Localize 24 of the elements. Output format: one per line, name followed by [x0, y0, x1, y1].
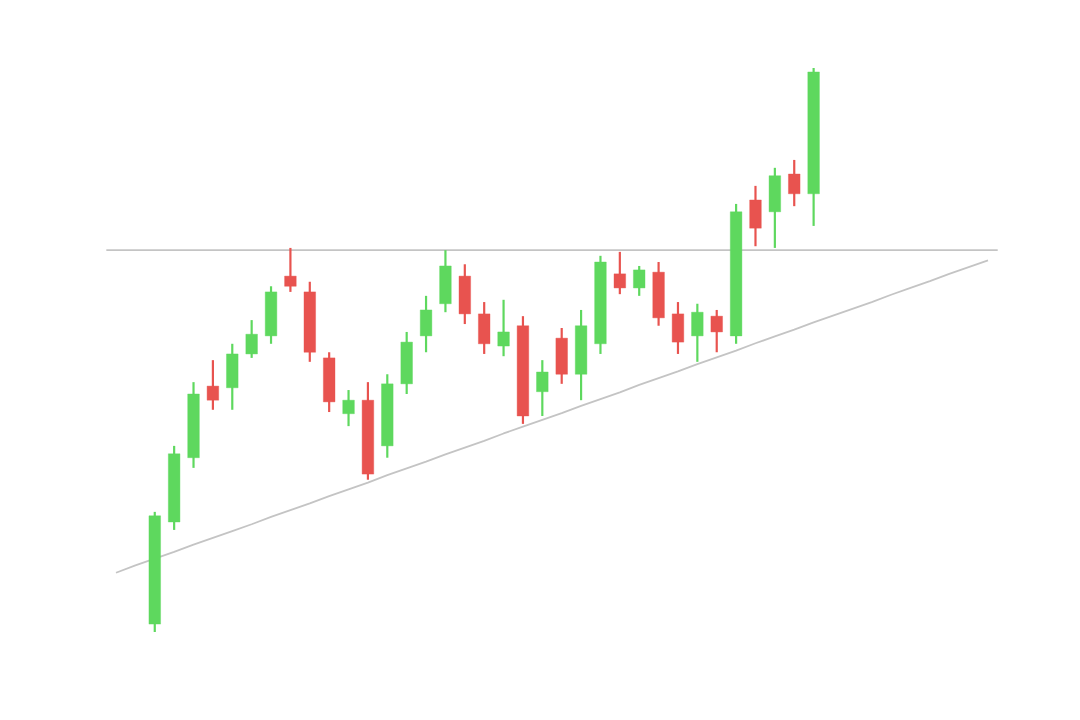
- candlestick: [710, 308, 723, 354]
- candlestick: [768, 166, 781, 250]
- candlestick: [284, 246, 297, 294]
- candlestick: [226, 342, 239, 411]
- candlestick: [206, 359, 219, 411]
- candlestick: [613, 250, 626, 296]
- candlestick: [691, 302, 704, 363]
- candlestick: [536, 359, 549, 418]
- candlestick: [458, 263, 471, 326]
- candlestick: [439, 249, 452, 314]
- candlestick: [400, 330, 413, 396]
- candlestick: [555, 326, 568, 385]
- candlestick: [478, 300, 491, 356]
- candlestick: [245, 319, 258, 359]
- candlestick: [671, 300, 684, 356]
- candlestick: [788, 158, 801, 208]
- candlestick: [420, 294, 433, 354]
- candlestick: [497, 298, 510, 358]
- candlestick: [265, 285, 278, 345]
- candlestick: [633, 264, 646, 297]
- candlestick: [323, 351, 336, 414]
- candlestick: [342, 388, 355, 428]
- candlestick: [652, 260, 665, 327]
- candlestick: [749, 184, 762, 248]
